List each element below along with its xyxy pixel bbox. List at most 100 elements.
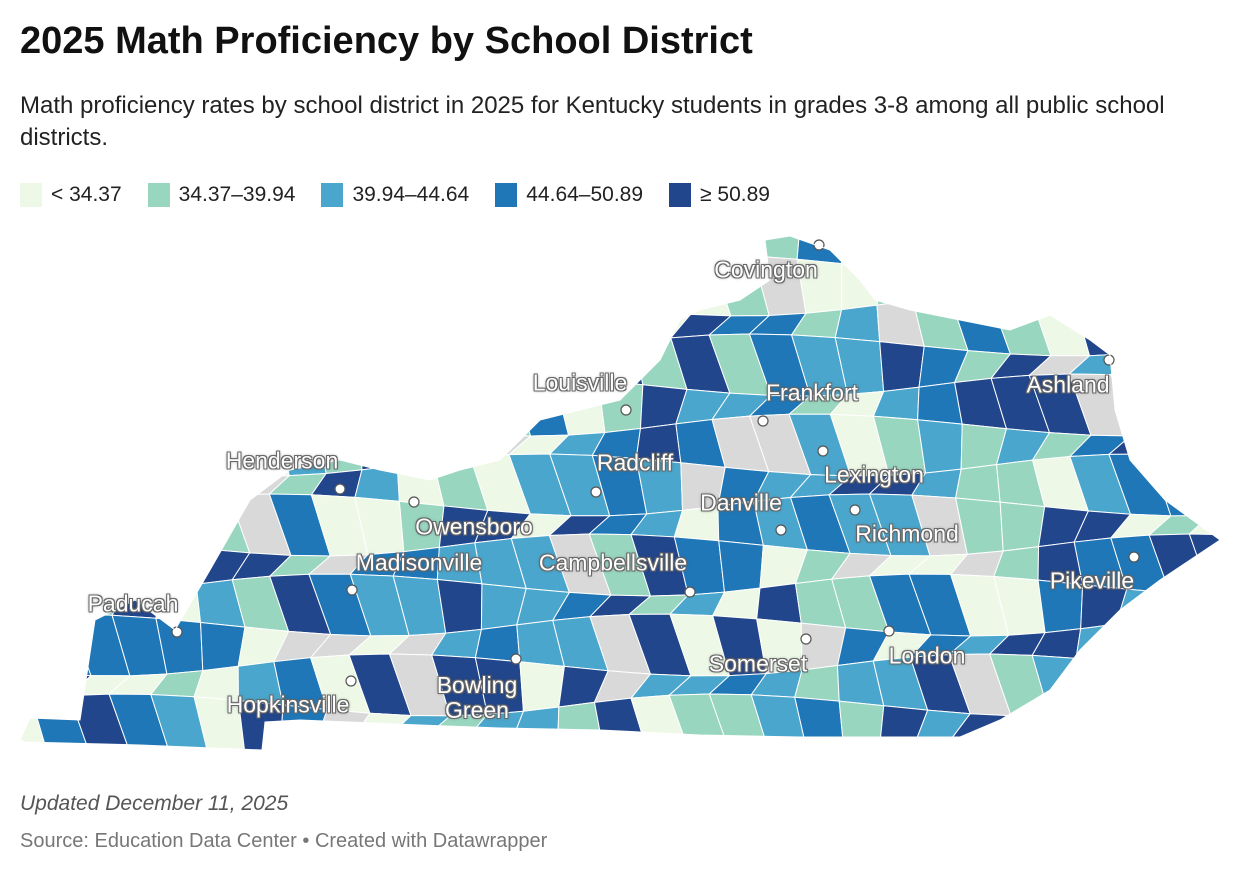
district: [1115, 298, 1163, 355]
district: [239, 236, 286, 269]
district: [834, 304, 881, 343]
district: [1120, 661, 1166, 712]
district: [1199, 744, 1220, 750]
district: [20, 584, 52, 626]
district: [20, 614, 51, 675]
district: [73, 535, 126, 596]
district: [591, 236, 641, 261]
district: [312, 271, 372, 302]
district: [1191, 236, 1220, 260]
district: [73, 752, 131, 765]
district: [1028, 271, 1086, 297]
district: [33, 310, 92, 344]
city-dot: [345, 675, 357, 687]
district: [1197, 307, 1220, 347]
city-label: Richmond: [855, 520, 959, 547]
district: [20, 424, 42, 466]
district: [479, 236, 522, 274]
district: [428, 272, 487, 296]
district: [388, 733, 452, 750]
district: [790, 752, 844, 765]
district: [390, 375, 450, 433]
district: [109, 253, 171, 317]
district: [316, 382, 363, 424]
city-dot: [817, 445, 829, 457]
district: [1189, 613, 1220, 676]
district: [160, 543, 208, 590]
city-label: Lexington: [824, 461, 924, 488]
district: [108, 333, 172, 396]
city-label: Henderson: [225, 447, 339, 474]
district: [1075, 657, 1124, 715]
legend-label: 34.37–39.94: [178, 183, 296, 206]
district: [109, 236, 161, 257]
district: [1119, 236, 1161, 269]
district: [629, 253, 692, 315]
district: [879, 236, 930, 273]
district: [275, 743, 322, 750]
district: [73, 506, 120, 541]
city-dots: [171, 239, 1140, 687]
district: [193, 696, 246, 750]
district: [838, 700, 885, 750]
district: [190, 752, 245, 765]
city-label: Somerset: [708, 650, 808, 677]
district: [68, 253, 132, 317]
district: [832, 747, 881, 750]
legend-item: 44.64–50.89: [495, 183, 643, 207]
district: [387, 274, 451, 296]
district: [557, 739, 603, 750]
district: [351, 735, 410, 750]
district: [1231, 675, 1240, 698]
district: [950, 735, 1011, 750]
legend-swatch: [669, 183, 692, 207]
district: [600, 743, 648, 750]
district: [36, 747, 91, 750]
district: [149, 413, 212, 475]
city-label: Campbellsville: [538, 549, 688, 576]
district: [1233, 312, 1240, 341]
legend-label: 39.94–44.64: [352, 183, 470, 206]
district: [555, 236, 601, 265]
legend-item: < 34.37: [20, 183, 122, 207]
district: [79, 461, 126, 512]
state-outline: [19, 235, 1221, 751]
district: [68, 236, 121, 256]
district: [240, 262, 287, 311]
district: [794, 696, 845, 750]
district: [20, 304, 49, 346]
district: [29, 510, 85, 537]
city-dot: [334, 483, 346, 495]
district: [70, 334, 131, 394]
district: [1231, 695, 1240, 753]
district: [1157, 666, 1210, 707]
district: [189, 473, 253, 499]
city-label: Hopkinsville: [226, 691, 350, 718]
district: [20, 457, 48, 515]
district: [354, 464, 400, 502]
city-dot: [1103, 354, 1115, 366]
district: [151, 236, 201, 260]
district: [1192, 670, 1220, 703]
city-dot: [590, 486, 602, 498]
district: [354, 378, 407, 429]
district: [20, 383, 43, 430]
city-dot: [684, 586, 696, 598]
district: [635, 748, 691, 750]
district: [117, 501, 164, 546]
district: [187, 394, 250, 415]
legend-swatch: [495, 183, 518, 207]
legend-label: ≥ 50.89: [700, 183, 770, 206]
city-label: Ashland: [1026, 371, 1110, 398]
district: [195, 258, 243, 315]
district: [999, 236, 1049, 277]
legend-label: 44.64–50.89: [526, 183, 644, 206]
district: [1231, 510, 1240, 538]
city-label: Louisville: [532, 369, 628, 396]
district: [519, 236, 561, 270]
city-label: Madisonville: [355, 549, 483, 576]
district: [34, 457, 84, 515]
district: [1155, 236, 1201, 265]
district: [749, 755, 808, 765]
